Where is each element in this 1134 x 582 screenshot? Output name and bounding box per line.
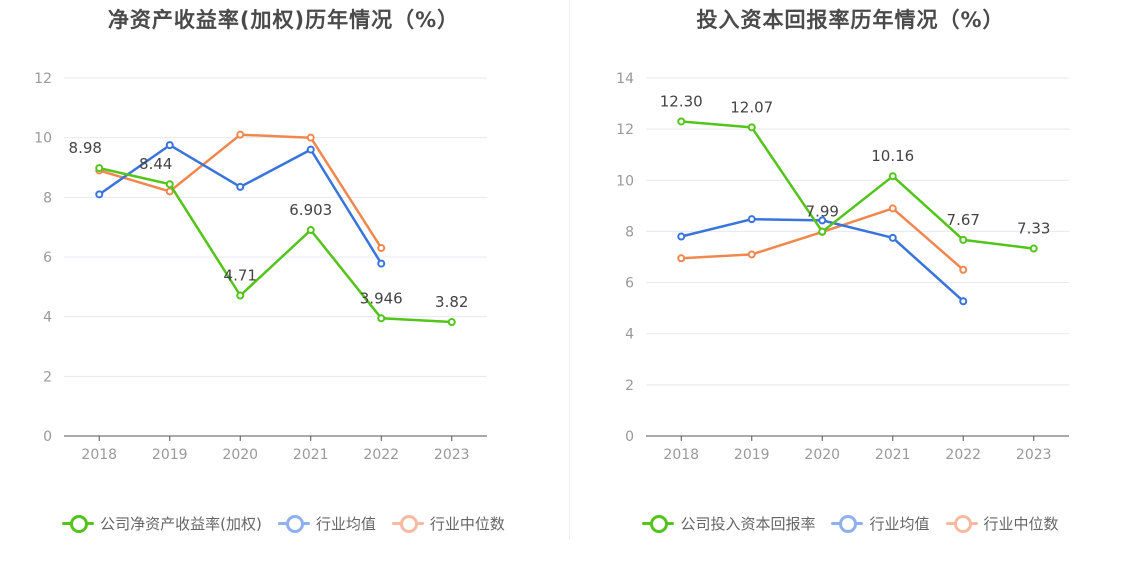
data-point-avg	[165, 141, 174, 150]
series-line-company	[99, 166, 452, 324]
series-line-median	[98, 133, 383, 249]
roic-legend: 公司投入资本回报率 行业均值 行业中位数	[567, 511, 1134, 535]
data-point-company	[95, 164, 104, 173]
x-tick-label: 2019	[152, 447, 188, 463]
x-tick-label: 2018	[663, 447, 699, 463]
x-tick-label: 2020	[222, 447, 258, 463]
x-tick-label: 2020	[804, 447, 840, 463]
data-label: 3.946	[360, 289, 403, 307]
legend-company-marker-icon	[62, 513, 95, 533]
legend-item-industry-median[interactable]: 行业中位数	[945, 513, 1059, 534]
data-point-avg	[959, 297, 968, 306]
data-label: 12.07	[730, 98, 773, 116]
y-tick-label: 6	[625, 276, 634, 292]
y-tick-label: 8	[43, 190, 52, 206]
legend-item-industry-median[interactable]: 行业中位数	[391, 513, 505, 534]
data-point-company	[677, 117, 686, 126]
legend-avg-marker-icon	[831, 513, 864, 533]
roic-chart-title: 投入资本回报率历年情况（%）	[696, 8, 1005, 32]
legend-median-marker-icon	[945, 513, 978, 533]
x-tick-label: 2023	[434, 447, 470, 463]
data-point-avg	[888, 233, 897, 242]
data-point-median	[236, 130, 245, 139]
data-point-avg	[677, 232, 686, 241]
data-label: 8.98	[69, 139, 102, 157]
data-point-company	[165, 180, 174, 189]
data-point-company	[377, 314, 386, 323]
data-label: 7.33	[1017, 220, 1050, 238]
data-point-avg	[377, 259, 386, 268]
data-point-company	[236, 291, 245, 300]
panel-divider	[569, 0, 570, 540]
data-label: 7.99	[806, 203, 839, 221]
data-point-avg	[236, 182, 245, 191]
roe-chart-panel: 净资产收益率(加权)历年情况（%） 0 2 4 6 8 10 12 2018 2019 2020 2…	[0, 8, 567, 535]
data-label: 7.67	[947, 211, 980, 229]
data-label: 6.903	[289, 201, 332, 219]
y-tick-label: 2	[43, 369, 52, 385]
data-point-avg	[306, 145, 315, 154]
roe-chart-svg: 0 2 4 6 8 10 12 2018 2019 2020 2021 2022 2023 8.98 8.4…	[34, 71, 487, 463]
data-point-median	[377, 244, 386, 253]
legend-label: 公司净资产收益率(加权)	[100, 514, 262, 533]
data-point-company	[888, 172, 897, 181]
data-point-avg	[95, 190, 104, 199]
data-point-avg	[818, 216, 827, 225]
y-tick-label: 6	[43, 250, 52, 266]
x-tick-label: 2018	[81, 447, 117, 463]
y-tick-label: 14	[616, 71, 634, 87]
y-tick-label: 12	[616, 122, 634, 138]
y-tick-label: 10	[616, 173, 634, 189]
legend-label: 行业中位数	[983, 514, 1059, 533]
legend-avg-marker-icon	[277, 513, 310, 533]
y-tick-label: 2	[625, 378, 634, 394]
y-tick-label: 4	[43, 310, 52, 326]
legend-item-company-roic[interactable]: 公司投入资本回报率	[642, 513, 815, 534]
legend-median-marker-icon	[391, 513, 424, 533]
y-tick-label: 8	[625, 224, 634, 240]
data-point-company	[818, 227, 827, 236]
x-tick-label: 2022	[363, 447, 399, 463]
roic-chart-panel: 投入资本回报率历年情况（%） 0 2 4 6 8 10 12 14 2018 2019 2020 20…	[567, 0, 1134, 582]
data-point-median	[747, 250, 756, 259]
data-label: 3.82	[435, 293, 468, 311]
legend-item-company-roe[interactable]: 公司净资产收益率(加权)	[62, 513, 262, 534]
data-point-company	[306, 226, 315, 235]
y-tick-label: 4	[625, 327, 634, 343]
x-tick-label: 2023	[1016, 447, 1052, 463]
legend-company-marker-icon	[642, 513, 675, 533]
roic-chart-svg: 0 2 4 6 8 10 12 14 2018 2019 2020 2021 2022 2023 12.30…	[616, 71, 1069, 463]
x-tick-label: 2019	[734, 447, 770, 463]
data-point-company	[447, 318, 456, 327]
legend-item-industry-avg[interactable]: 行业均值	[831, 513, 930, 534]
data-point-median	[306, 133, 315, 142]
data-label: 12.30	[660, 92, 703, 110]
legend-label: 行业中位数	[429, 514, 505, 533]
data-point-median	[888, 204, 897, 213]
data-point-median	[165, 187, 174, 196]
data-label: 4.71	[224, 266, 257, 284]
legend-label: 行业均值	[315, 514, 376, 533]
roe-chart-title: 净资产收益率(加权)历年情况（%）	[107, 8, 460, 32]
data-point-median	[677, 254, 686, 263]
x-tick-label: 2022	[945, 447, 981, 463]
y-tick-label: 0	[625, 429, 634, 445]
x-tick-label: 2021	[293, 447, 329, 463]
x-tick-label: 2021	[875, 447, 911, 463]
data-point-company	[747, 123, 756, 132]
y-tick-label: 0	[43, 429, 52, 445]
data-point-company	[959, 235, 968, 244]
data-point-median	[959, 265, 968, 274]
series-line-company	[681, 120, 1034, 250]
y-tick-label: 12	[34, 71, 52, 87]
legend-item-industry-avg[interactable]: 行业均值	[277, 513, 376, 534]
data-point-company	[1029, 244, 1038, 253]
data-point-avg	[747, 215, 756, 224]
legend-label: 公司投入资本回报率	[680, 514, 816, 533]
y-tick-label: 10	[34, 131, 52, 147]
data-label: 10.16	[871, 147, 914, 165]
legend-label: 行业均值	[869, 514, 930, 533]
data-label: 8.44	[139, 155, 172, 173]
roe-legend: 公司净资产收益率(加权) 行业均值 行业中位数	[0, 511, 567, 535]
